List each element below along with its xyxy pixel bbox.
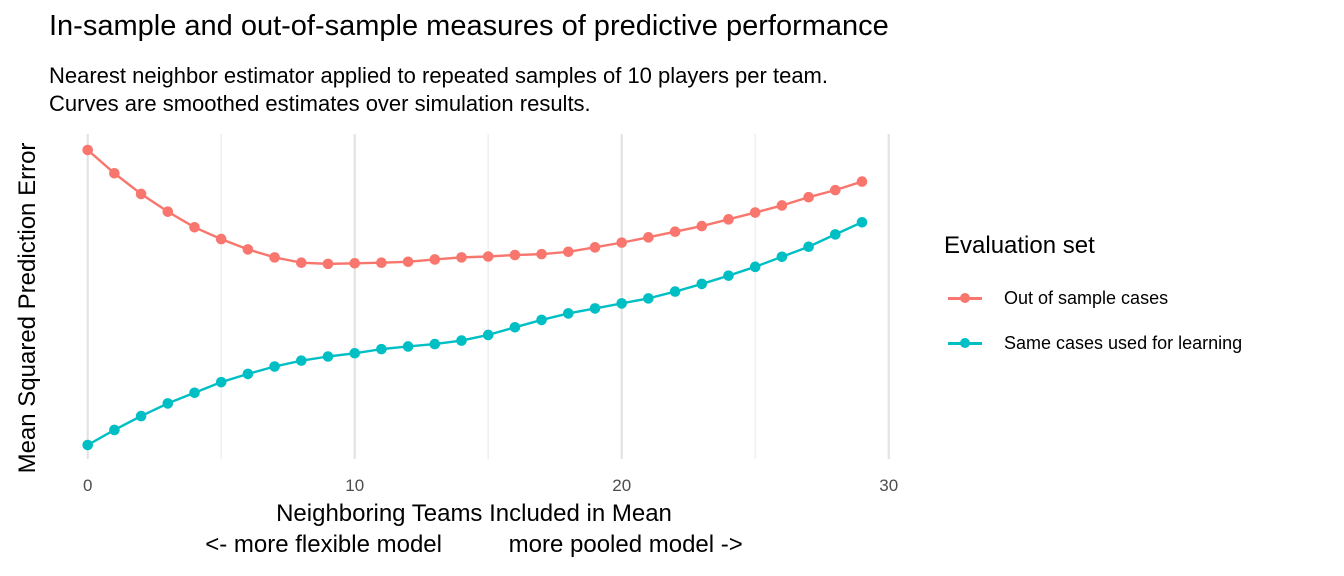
data-point [296,257,307,268]
series-lines [86,149,863,447]
x-tick-label: 10 [345,476,364,495]
data-point [109,168,120,179]
data-point [616,237,627,248]
data-point [830,184,841,196]
data-point [322,258,334,270]
legend-item-same-cases: Same cases used for learning [944,331,1242,355]
x-axis-label: Neighboring Teams Included in Mean <- mo… [205,500,743,558]
data-point [643,293,654,304]
data-point [856,176,868,187]
data-point [856,216,868,228]
data-point [830,229,841,240]
data-point [696,278,708,290]
data-point [215,233,227,245]
data-point [296,355,307,366]
data-point [776,251,788,263]
data-point [616,298,627,309]
data-point [109,424,120,436]
data-point [696,220,708,232]
data-point [429,338,441,350]
data-point [402,341,414,352]
data-point [376,257,387,268]
data-point [402,256,414,268]
subtitle-line-2: Curves are smoothed estimates over simul… [49,91,591,116]
data-point [269,361,280,372]
data-point [536,314,547,326]
gridlines [86,134,890,459]
data-point [749,207,761,218]
series-line-0 [86,149,863,266]
data-point [189,387,200,399]
subtitle-line-1: Nearest neighbor estimator applied to re… [49,63,828,88]
data-point [135,188,147,200]
data-point [643,232,654,243]
data-point [669,226,681,238]
data-point [803,191,814,203]
data-point [322,351,334,362]
data-point [82,144,93,156]
legend-item-out-of-sample: Out of sample cases [944,286,1168,310]
data-point [269,252,280,263]
data-point [482,329,494,341]
data-point [242,368,254,380]
data-point [509,249,521,261]
data-point [723,270,734,281]
legend-label: Out of sample cases [1004,287,1169,308]
data-point [723,214,734,225]
data-point [162,206,174,217]
data-point [803,241,814,253]
data-point [135,410,147,422]
data-point [456,335,467,346]
data-point [669,286,681,297]
legend-label: Same cases used for learning [1004,332,1243,353]
data-point [349,347,361,359]
x-tick-label: 30 [879,476,898,495]
legend-key-same-cases [944,331,986,355]
legend-key-out-of-sample [944,286,986,310]
x-tick-labels: 0 10 20 30 [83,476,898,495]
data-point [749,261,761,273]
data-point [589,303,601,314]
data-point [376,343,387,355]
series-points [82,144,868,451]
data-point [509,321,521,333]
x-tick-label: 0 [83,476,92,495]
data-point [589,242,601,253]
data-point [482,251,494,262]
data-point [563,246,574,258]
data-point [162,398,174,409]
chart-subtitle: Nearest neighbor estimator applied to re… [49,62,828,118]
data-point [82,439,93,451]
data-point [242,244,254,255]
x-tick-label: 20 [612,476,631,495]
data-point [349,257,361,269]
series-line-1 [87,221,863,447]
legend-title: Evaluation set [944,232,1095,259]
data-point [215,376,227,388]
data-point [536,248,547,260]
data-point [563,308,574,319]
data-point [776,200,788,211]
data-point [189,221,200,233]
data-point [429,254,441,265]
chart-title: In-sample and out-of-sample measures of … [49,10,889,42]
data-point [456,252,467,263]
